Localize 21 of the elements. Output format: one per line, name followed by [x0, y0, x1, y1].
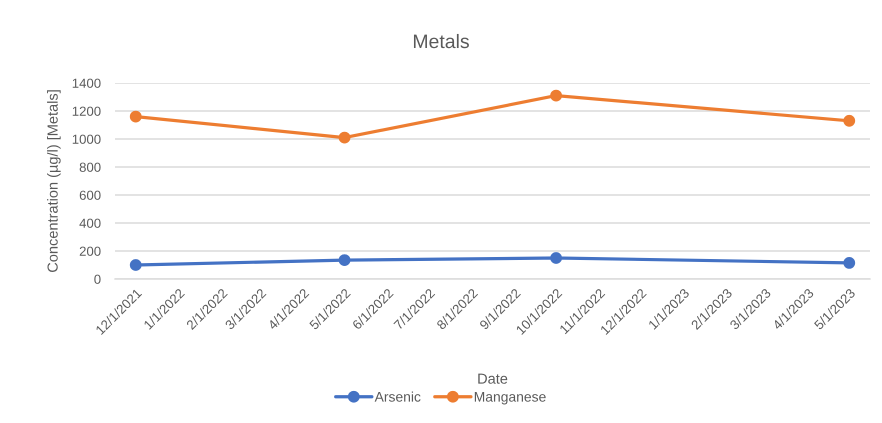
y-tick-label: 600 [80, 190, 101, 200]
legend-label: Arsenic [374, 392, 421, 402]
point [550, 252, 562, 264]
point [843, 256, 856, 269]
y-tick-label: 200 [80, 246, 101, 256]
point [550, 90, 562, 102]
y-tick-label: 1000 [72, 134, 101, 144]
point [130, 259, 142, 271]
point [130, 110, 142, 123]
y-tick-label: 1400 [72, 78, 101, 88]
y-tick-label: 400 [79, 218, 101, 228]
point [338, 254, 350, 266]
y-tick-label: 0 [94, 274, 101, 284]
chart-title: Metals [414, 34, 469, 48]
y-axis-title: Concentration (µg/l) [Metals] [47, 90, 61, 272]
y-tick-label: 800 [80, 162, 101, 172]
point [338, 132, 350, 144]
point [843, 114, 856, 127]
y-tick-label: 1200 [72, 106, 101, 116]
x-axis-title: Date [478, 374, 508, 384]
legend-label: Manganese [474, 392, 546, 404]
